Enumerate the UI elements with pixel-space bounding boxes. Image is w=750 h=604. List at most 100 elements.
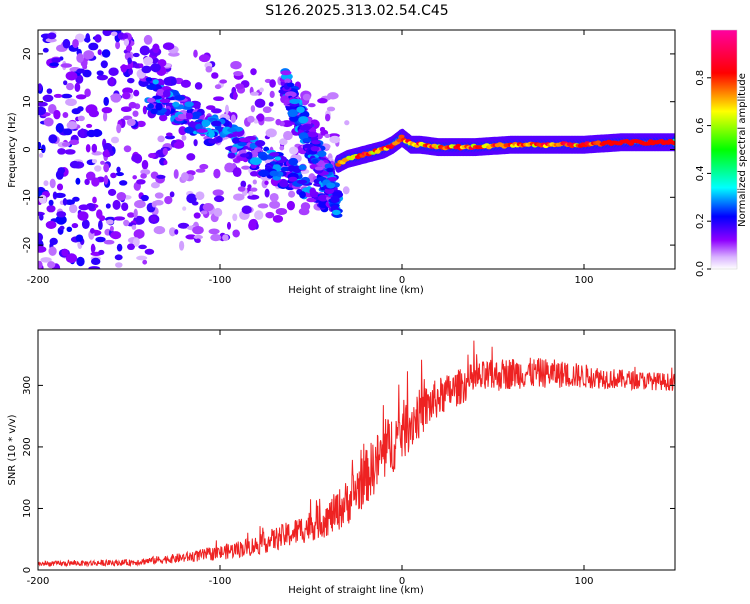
- spectrogram-cell: [107, 188, 117, 196]
- spectrogram-cell: [227, 133, 234, 138]
- spectrogram-cell: [196, 128, 208, 133]
- spectrogram-cell: [49, 62, 60, 67]
- spectrogram-cell: [298, 164, 307, 171]
- spectrogram-cell: [96, 209, 103, 219]
- spectrogram-cell: [269, 79, 276, 88]
- spectrogram-cell: [250, 68, 257, 76]
- spectrogram-cell: [112, 199, 121, 210]
- spectrogram-y-tick-label: -10: [22, 189, 33, 205]
- snr-x-ticks: -200 -100 0 100: [27, 330, 594, 587]
- spectrogram-cell: [165, 132, 173, 137]
- spectrogram-cell: [230, 114, 236, 124]
- spectrogram-cell: [268, 101, 274, 107]
- spectrogram-cell: [185, 112, 193, 120]
- spectrogram-cell: [65, 253, 78, 264]
- spectrogram-cell: [259, 87, 264, 93]
- spectrogram-cell: [230, 61, 242, 70]
- spectrogram-cell: [235, 83, 245, 90]
- spectrogram-cell: [195, 123, 203, 130]
- spectrogram-cell: [265, 211, 275, 219]
- spectrogram-cell: [284, 91, 297, 98]
- spectrogram-cell: [233, 193, 245, 201]
- spectrogram-cell: [201, 119, 210, 128]
- spectrogram-cell: [38, 83, 43, 92]
- spectrogram-cell: [72, 196, 80, 202]
- spectrogram-cell: [182, 206, 187, 211]
- spectrogram-cell: [184, 101, 194, 107]
- spectrogram-cell: [133, 208, 138, 218]
- spectrogram-cell: [263, 116, 275, 122]
- spectrogram-cell: [269, 90, 275, 99]
- spectrogram-cell: [66, 226, 73, 233]
- spectrogram-cell: [45, 220, 57, 229]
- spectrogram-cell: [193, 139, 198, 147]
- colorbar-tick-label: 0.4: [695, 165, 706, 181]
- spectrogram-cell: [279, 179, 289, 188]
- spectrogram-cell: [76, 68, 86, 74]
- spectrogram-cell: [103, 96, 109, 106]
- spectrogram-cell: [288, 176, 298, 182]
- spectrogram-cell: [69, 204, 78, 214]
- spectrogram-cell: [324, 163, 334, 170]
- snr-x-tick-label: 0: [399, 576, 405, 587]
- spectrogram-y-tick-label: -20: [22, 237, 33, 253]
- spectrogram-cell: [326, 182, 336, 189]
- spectrogram-x-tick-label: -100: [209, 275, 232, 286]
- spectrogram-cell: [38, 194, 47, 204]
- spectrogram-cell: [328, 177, 338, 182]
- spectrogram-cell: [98, 249, 105, 255]
- spectrogram-cell: [75, 177, 81, 185]
- spectrogram-cell: [43, 117, 54, 127]
- snr-y-ticks: 0 100 200 300: [22, 376, 675, 573]
- spectrogram-cell: [208, 138, 218, 144]
- spectrogram-cell: [116, 166, 121, 173]
- spectrogram-cell: [327, 92, 339, 100]
- spectrogram-cell: [53, 109, 61, 120]
- spectrogram-cell: [193, 234, 203, 240]
- spectrogram-cell: [192, 111, 202, 118]
- spectrogram-cell: [38, 232, 44, 242]
- spectrogram-cell: [318, 194, 329, 202]
- spectrogram-cell: [184, 126, 194, 134]
- snr-panel: -200 -100 0 100 0 100 200 300 Height of straig…: [7, 329, 676, 596]
- spectrogram-cell: [144, 248, 155, 255]
- spectrogram-cell: [92, 196, 97, 204]
- spectrogram-cell: [150, 215, 157, 222]
- spectrogram-cell: [138, 244, 147, 250]
- spectrogram-cell: [199, 163, 209, 170]
- spectrogram-cell: [115, 262, 123, 268]
- spectrogram-cell: [193, 102, 201, 110]
- spectrogram-cell: [240, 180, 247, 188]
- spectrogram-cell: [170, 78, 177, 86]
- spectrogram-x-tick-label: 0: [399, 275, 405, 286]
- spectrogram-cell: [69, 160, 80, 169]
- spectrogram-cell: [208, 130, 215, 138]
- spectrogram-cell: [113, 216, 126, 221]
- spectrogram-cell: [48, 246, 57, 256]
- spectrogram-cell: [48, 134, 58, 144]
- spectrogram-cell: [123, 219, 130, 227]
- spectrogram-cell: [39, 213, 44, 221]
- spectrogram-cell: [178, 240, 185, 251]
- spectrogram-cell: [247, 194, 260, 200]
- spectrogram-cells: [38, 30, 675, 269]
- spectrogram-cell: [212, 189, 224, 197]
- spectrogram-cell: [150, 108, 158, 115]
- spectrogram-cell: [103, 163, 110, 173]
- spectrogram-cell: [55, 123, 64, 133]
- spectrogram-cell: [279, 138, 288, 146]
- spectrogram-cell: [286, 200, 295, 211]
- spectrogram-cell: [120, 106, 132, 113]
- spectrogram-cell: [38, 101, 48, 107]
- spectrogram-cell: [88, 109, 100, 118]
- spectrogram-cell: [123, 38, 130, 46]
- spectrogram-cell: [96, 74, 109, 81]
- snr-frame: [37, 329, 676, 571]
- spectrogram-cell: [311, 140, 321, 145]
- spectrogram-cell: [172, 101, 180, 107]
- spectrogram-cell: [299, 191, 306, 199]
- spectrogram-cell: [237, 186, 246, 192]
- snr-x-tick-label: 100: [574, 576, 593, 587]
- spectrogram-cell: [152, 43, 160, 54]
- spectrogram-cell: [116, 243, 123, 252]
